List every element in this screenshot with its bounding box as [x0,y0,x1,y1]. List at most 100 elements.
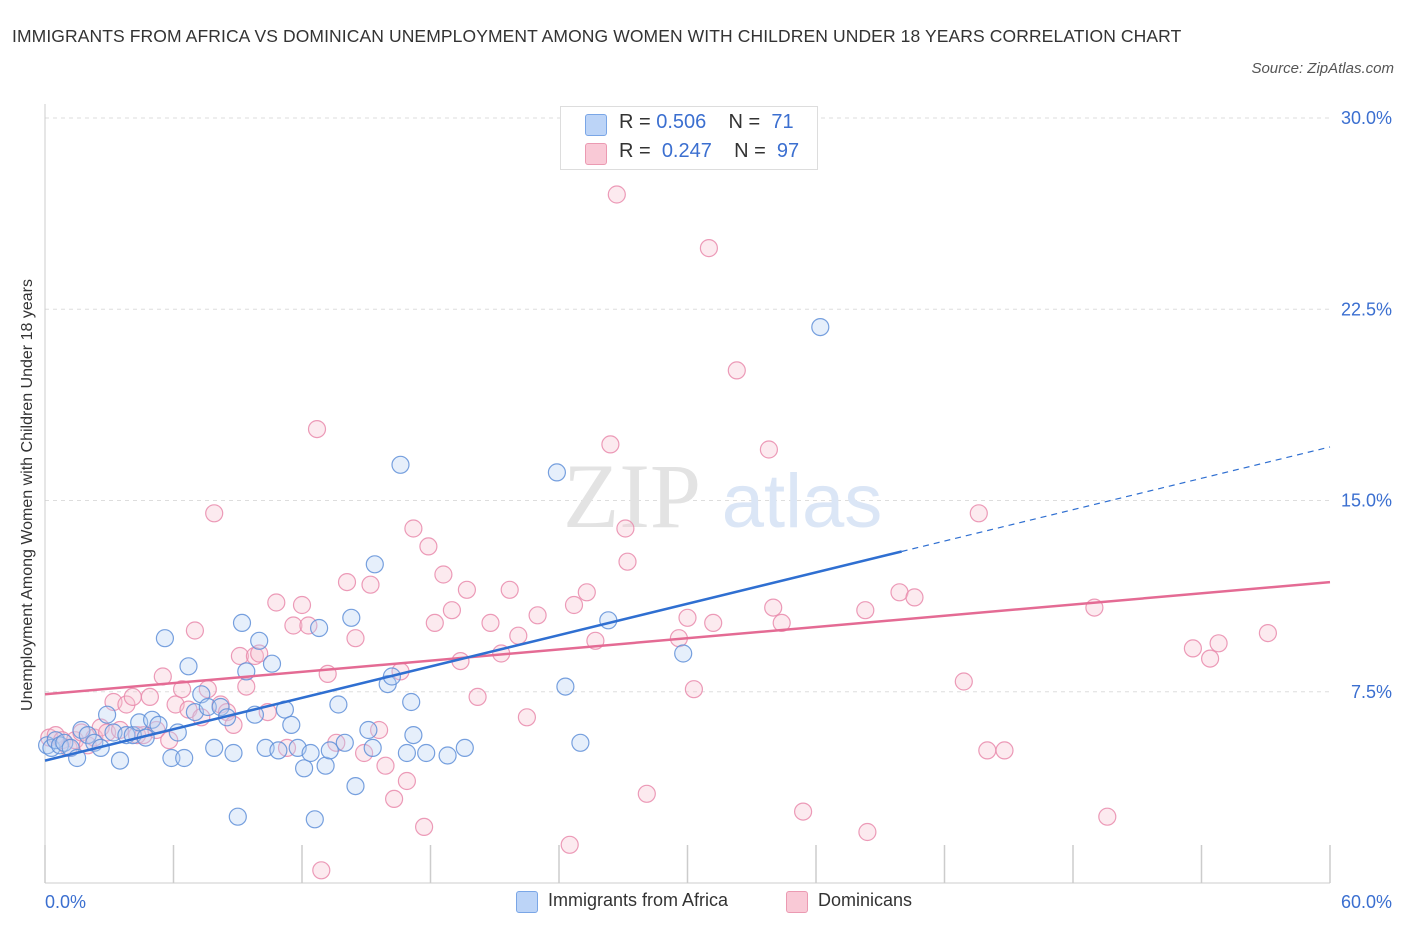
dominicans-point [442,601,461,620]
dominicans-point [404,519,423,538]
dominicans-point [699,239,719,258]
x-tick-label-max: 60.0% [1341,892,1392,912]
africa-point [556,677,575,696]
dominicans-point [517,708,537,727]
grid-lines [45,117,1330,693]
africa-point [417,743,436,763]
dominicans-point [678,608,697,627]
dominicans-point [616,519,635,538]
dominicans-point [637,784,656,803]
dominicans-point [468,687,487,707]
dominicans-point [1200,649,1220,668]
africa-point [269,741,288,760]
dominicans-point [312,861,331,880]
dominicans-point [577,583,596,602]
dominicans-point [1183,639,1203,658]
africa-point [335,733,354,752]
dominicans-point [419,537,438,556]
chart-title: IMMIGRANTS FROM AFRICA VS DOMINICAN UNEM… [12,26,1182,46]
legend-swatch-dominicans [786,891,808,913]
africa-point [282,715,301,735]
africa-point [310,618,329,638]
africa-point [198,697,217,717]
africa-point [674,644,693,663]
dominicans-point [978,741,997,760]
africa-point [402,692,421,712]
dominicans-point [856,601,875,620]
dominicans-point [250,644,269,663]
chart-source: Source: ZipAtlas.com [1251,60,1394,77]
dominicans-point [560,835,579,854]
africa-point [320,741,339,760]
legend-label-dominicans: Dominicans [818,890,913,910]
dominicans-point [727,361,746,380]
africa-trend-line [44,550,902,762]
africa-point [404,725,423,745]
africa-point [155,629,174,648]
legend-swatch-africa [585,114,607,136]
watermark-atlas: atlas [722,459,883,544]
y-tick-label: 7.5% [1351,682,1392,702]
africa-point [329,695,348,714]
dominicans-point [376,756,395,775]
africa-point [438,746,457,765]
africa-point [211,697,230,717]
africa-point [391,455,410,474]
legend-r-value-africa: 0.506 [656,111,707,133]
dominicans-point [481,613,500,633]
legend-swatch-africa [516,891,538,913]
dominicans-point [397,771,416,791]
tick-labels: 7.5% 15.0% 22.5% 30.0% 0.0% 60.0% [45,108,1392,912]
dominicans-point [205,504,224,523]
correlation-legend: R = 0.506 N = 71 R = 0.247 N = 97 [560,106,818,170]
africa-point [346,776,365,796]
africa-point [262,654,282,673]
dominicans-point [509,626,528,645]
dominicans-point [772,613,791,633]
dominicans-point [618,552,637,571]
dominicans-point [954,672,973,691]
dominicans-point [337,572,357,592]
dominicans-point [905,588,924,607]
dominicans-point [299,616,318,635]
africa-point [365,555,384,574]
dominicans-point [457,580,476,599]
dominicans-point [237,677,256,696]
trend-lines [44,446,1331,762]
legend-swatch-dominicans [585,143,607,165]
dominicans-point [307,420,327,439]
dominicans-point [361,575,380,594]
axes [44,104,1331,884]
dominicans-point [764,598,783,617]
africa-point [250,631,269,650]
legend-n-value-africa: 71 [771,111,794,133]
dominicans-point [370,720,389,740]
dominicans-point [969,504,988,523]
africa-point [305,810,324,829]
legend-n-value-dominicans: 97 [776,140,800,162]
x-tick-label-min: 0.0% [45,892,86,912]
dominicans-point [434,565,453,584]
africa-point [175,748,194,768]
africa-point [363,738,382,758]
africa-point [571,733,590,752]
africa-point [397,743,416,763]
africa-point [301,743,320,763]
africa-point [97,705,117,724]
dominicans-point [385,789,404,809]
africa-point [162,748,181,768]
dominicans-point [793,802,813,821]
watermark-zip: ZIP [563,445,701,547]
dominicans-point [117,695,136,714]
dominicans-point [684,680,704,699]
legend-label-africa: Immigrants from Africa [548,890,729,910]
africa-points [37,318,830,829]
africa-point [179,657,198,676]
africa-point [110,751,130,770]
dominicans-point [528,606,547,625]
africa-point [547,463,567,482]
dominicans-point [173,680,192,699]
africa-point [295,759,314,778]
africa-point [228,807,247,826]
